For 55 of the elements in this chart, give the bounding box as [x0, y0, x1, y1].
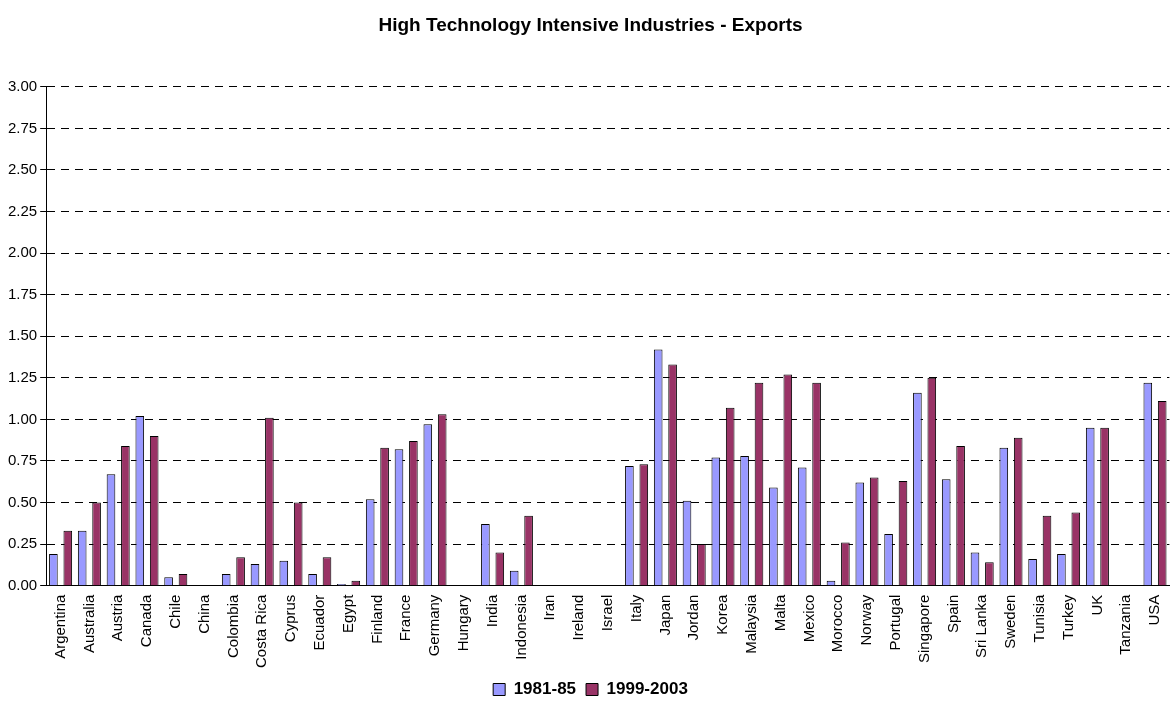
x-tick-label: Spain [943, 594, 961, 634]
chart-title: High Technology Intensive Industries - Exports [378, 13, 803, 35]
x-tick-label: Norway [857, 594, 875, 646]
legend-label: 1999-2003 [606, 679, 688, 699]
x-tick-label: Germany [425, 594, 443, 657]
x-tick-label: Austria [108, 593, 126, 642]
x-tick-label: Colombia [223, 594, 241, 659]
x-tick-label: Canada [137, 593, 155, 648]
x-tick-label: Japan [655, 594, 673, 636]
x-tick-label: Turkey [1058, 594, 1076, 640]
x-tick-label: India [482, 593, 500, 628]
x-tick-label: Tunisia [1029, 594, 1047, 643]
y-tick-label: 2.25 [7, 201, 38, 219]
x-tick-label: Sri Lanka [972, 593, 990, 659]
y-tick-label: 0.50 [7, 492, 38, 510]
y-tick-label: 2.50 [7, 160, 38, 178]
x-tick-label: Portugal [885, 594, 903, 651]
x-tick-label: Korea [713, 593, 731, 635]
x-tick-label: Australia [79, 593, 97, 653]
y-tick-label: 1.25 [7, 367, 38, 385]
x-tick-label: USA [1145, 594, 1163, 626]
y-tick-label: 1.75 [7, 284, 38, 302]
y-tick-label: 2.00 [7, 243, 38, 261]
x-tick-label: Costa Rica [252, 593, 270, 668]
y-tick-label: 0.75 [7, 451, 38, 469]
x-tick-label: Iran [540, 594, 558, 621]
x-tick-label: France [396, 594, 414, 642]
legend-label: 1981-85 [513, 679, 577, 699]
x-tick-label: Finland [367, 594, 385, 644]
y-tick-label: 0.00 [7, 575, 38, 593]
x-tick-label: Tanzania [1116, 593, 1134, 655]
x-tick-label: Ecuador [309, 594, 327, 651]
x-tick-label: Hungary [453, 594, 471, 652]
x-tick-label: UK [1087, 594, 1105, 616]
x-tick-label: Singapore [914, 594, 932, 664]
x-tick-label: Mexico [799, 594, 817, 643]
x-tick-label: Malta [770, 593, 788, 632]
x-tick-label: Israel [597, 594, 615, 632]
x-tick-label: Ireland [569, 594, 587, 641]
y-tick-label: 2.75 [7, 118, 38, 136]
x-tick-label: Malaysia [741, 593, 759, 654]
x-tick-label: Cyprus [281, 594, 299, 643]
x-tick-label: Argentina [50, 593, 68, 659]
x-tick-label: Jordan [684, 594, 702, 641]
y-tick-label: 3.00 [7, 76, 38, 94]
x-tick-label: Sweden [1001, 594, 1019, 649]
x-tick-label: Egypt [338, 593, 356, 633]
x-tick-label: China [194, 593, 212, 634]
x-tick-label: Indonesia [511, 593, 529, 660]
y-tick-label: 1.00 [7, 409, 38, 427]
x-tick-label: Morocco [828, 594, 846, 653]
x-tick-label: Italy [626, 594, 644, 623]
y-tick-label: 0.25 [7, 534, 38, 552]
y-tick-label: 1.50 [7, 326, 38, 344]
x-tick-label: Chile [165, 594, 183, 629]
